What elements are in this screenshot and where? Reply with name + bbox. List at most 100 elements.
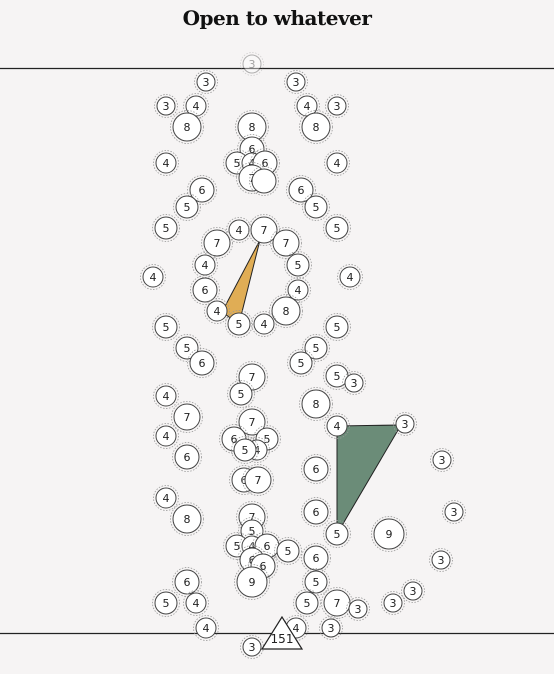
node-halo: [240, 52, 264, 76]
node-halo: [237, 134, 267, 164]
node: 3: [401, 579, 425, 603]
node: 5: [231, 436, 259, 464]
node-label: 4: [163, 430, 170, 443]
node-circle: [325, 522, 349, 546]
node-halo: [251, 311, 277, 337]
node-circle: [271, 296, 301, 326]
node-circle: [155, 152, 177, 174]
marker-layer: 151: [260, 615, 304, 650]
node-circle: [327, 96, 347, 116]
node-label: 3: [163, 100, 170, 113]
node-halo: [323, 214, 351, 242]
node-halo: [294, 93, 320, 119]
node-label: 4: [203, 622, 210, 635]
node-label: 6: [184, 576, 191, 589]
node-label: 5: [184, 201, 191, 214]
node-halo: [172, 442, 202, 472]
node: 5: [284, 251, 312, 279]
node: 4: [153, 485, 179, 511]
node-circle: [185, 592, 207, 614]
node-label: 8: [184, 121, 191, 134]
node-halo: [183, 93, 209, 119]
node-label: 5: [242, 444, 249, 457]
node-halo: [153, 423, 179, 449]
node: 6: [190, 275, 220, 305]
node-circle: [303, 456, 329, 482]
node: 9: [371, 516, 407, 552]
node-circle: [288, 177, 314, 203]
node: 9: [234, 564, 270, 600]
node: 6: [187, 348, 217, 378]
node-halo: [293, 589, 321, 617]
node-halo: [284, 70, 308, 94]
node: 5: [323, 313, 351, 341]
node-label: 3: [249, 641, 256, 654]
node-label: 6: [313, 506, 320, 519]
node-halo: [192, 252, 218, 278]
node: 7: [270, 227, 302, 259]
node: 8: [299, 387, 333, 421]
node-halo: [371, 516, 407, 552]
node-halo: [170, 502, 204, 536]
node-circle: [301, 112, 331, 142]
node-label: 6: [184, 451, 191, 464]
node: 3: [346, 597, 370, 621]
node-halo: [323, 520, 351, 548]
node-label: 4: [334, 420, 341, 433]
node-halo: [299, 387, 333, 421]
node: 8: [269, 294, 303, 328]
node-label: 8: [249, 121, 256, 134]
node-halo: [429, 548, 453, 572]
node: 3: [284, 70, 308, 94]
node-halo: [234, 564, 270, 600]
node-label: 4: [163, 390, 170, 403]
node: 5: [225, 310, 253, 338]
node-circle: [195, 617, 217, 639]
node: 7: [242, 464, 274, 496]
node-label: 5: [184, 342, 191, 355]
node-label: 4: [193, 100, 200, 113]
node: 5: [152, 214, 180, 242]
node-circle: [174, 444, 200, 470]
node-label: 5: [313, 342, 320, 355]
node-label: 4: [249, 540, 256, 553]
node-circle: [229, 382, 253, 406]
page-title: Open to whatever: [182, 6, 372, 30]
node-label: 4: [334, 157, 341, 170]
node: 3: [442, 500, 466, 524]
node: 5: [274, 537, 302, 565]
node-halo: [249, 166, 279, 196]
node-circle: [154, 216, 178, 240]
node-label: 7: [184, 411, 191, 424]
node-label: 5: [234, 540, 241, 553]
node-label: 4: [261, 318, 268, 331]
node: 5: [323, 214, 351, 242]
node: 3: [342, 371, 366, 395]
node-halo: [231, 436, 259, 464]
node-halo: [250, 148, 280, 178]
node: 8: [170, 502, 204, 536]
node: 5: [302, 193, 330, 221]
node-circle: [272, 229, 300, 257]
node-halo: [225, 310, 253, 338]
node-halo: [269, 294, 303, 328]
node-halo: [187, 175, 217, 205]
node-label: 5: [334, 370, 341, 383]
node-halo: [342, 371, 366, 395]
node: 3: [194, 70, 218, 94]
node-circle: [227, 312, 251, 336]
node: 4: [285, 277, 311, 303]
node-circle: [242, 637, 262, 657]
node-circle: [154, 591, 178, 615]
node-label: 5: [163, 321, 170, 334]
node-label: 9: [386, 528, 393, 541]
node: 5: [227, 380, 255, 408]
node-label: 7: [334, 597, 341, 610]
node-label: 3: [249, 58, 256, 71]
node-label: 5: [304, 597, 311, 610]
node-circle: [156, 96, 176, 116]
node-label: 6: [262, 157, 269, 170]
node-label: 7: [255, 474, 262, 487]
node: 6: [301, 497, 331, 527]
marker-label: 151: [271, 632, 294, 646]
